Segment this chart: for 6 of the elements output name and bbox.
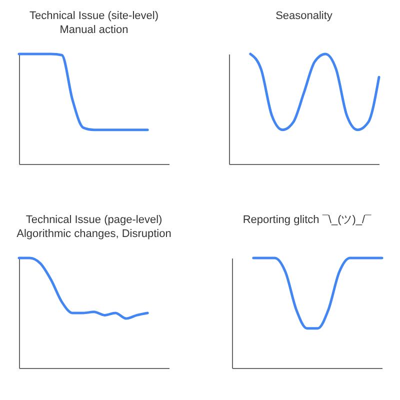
chart-title: Reporting glitch ¯\_(ツ)_/¯ xyxy=(242,214,372,226)
chart-title: Technical Issue (page-level) xyxy=(26,214,162,226)
chart-subtitle: Algorithmic changes, Disruption xyxy=(16,228,172,240)
chart-subtitle: Manual action xyxy=(60,24,128,36)
chart-title: Technical Issue (site-level) xyxy=(30,10,158,22)
chart-title: Seasonality xyxy=(276,10,333,22)
